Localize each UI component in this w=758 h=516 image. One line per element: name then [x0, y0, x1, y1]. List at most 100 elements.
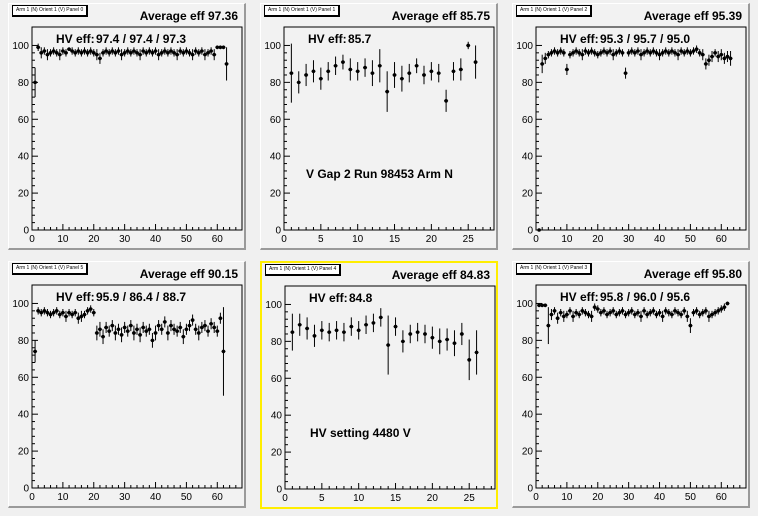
panel-5-pad[interactable]: Arm 1 (N) Orient 1 (V) Panel 5 Average e… — [8, 261, 246, 508]
panel-0-pad[interactable]: Arm 1 (N) Orient 1 (V) Panel 0 Average e… — [8, 3, 246, 250]
y-tick-label: 60 — [270, 115, 282, 126]
data-point — [70, 312, 74, 317]
data-point — [166, 331, 170, 335]
data-point — [129, 51, 133, 55]
data-point — [568, 309, 572, 313]
data-point — [33, 80, 37, 85]
data-point — [113, 51, 118, 55]
data-point — [45, 310, 50, 315]
data-point — [342, 330, 346, 334]
data-point — [546, 323, 551, 328]
data-point — [73, 51, 78, 55]
average-eff-label: Average eff 95.80 — [643, 267, 742, 281]
data-point — [341, 60, 345, 64]
data-point — [719, 307, 724, 311]
data-point — [200, 325, 204, 330]
data-point — [312, 334, 317, 338]
data-point — [196, 51, 201, 55]
data-point — [79, 51, 84, 55]
data-point — [580, 52, 585, 57]
data-point — [549, 51, 554, 55]
data-point — [623, 312, 628, 317]
y-tick-label: 0 — [23, 484, 29, 495]
plot-annotation: V Gap 2 Run 98453 Arm N — [306, 167, 453, 181]
data-point — [193, 49, 198, 53]
data-point — [162, 320, 167, 324]
x-tick-label: 40 — [150, 492, 162, 503]
data-point — [61, 310, 65, 315]
x-tick-label: 20 — [592, 492, 604, 503]
data-point — [147, 49, 152, 53]
data-point — [95, 52, 99, 57]
y-tick-label: 40 — [18, 410, 30, 421]
data-point — [221, 349, 226, 354]
data-point — [98, 327, 102, 332]
data-point — [722, 305, 727, 309]
panel-3-pad[interactable]: Arm 1 (N) Orient 1 (V) Panel 3 Average e… — [512, 261, 750, 508]
data-point — [602, 49, 606, 53]
data-point — [304, 73, 308, 77]
x-tick-label: 10 — [561, 234, 573, 245]
data-point — [611, 309, 616, 313]
data-point — [132, 49, 136, 53]
data-point — [592, 305, 597, 309]
data-point — [722, 56, 727, 61]
y-tick-label: 80 — [18, 336, 30, 347]
scatter-plot: 0 20 40 60 80 100 0 10 20 30 40 50 60 HV eff: 95.8 / 9… — [516, 284, 747, 503]
hv-eff-label: HV eff: — [560, 290, 599, 304]
data-point — [212, 52, 217, 57]
data-point — [116, 49, 121, 53]
data-point — [676, 310, 680, 315]
data-point — [663, 49, 668, 53]
data-point — [79, 314, 84, 319]
data-point — [104, 325, 108, 330]
data-point — [122, 51, 127, 55]
data-point — [580, 309, 585, 313]
data-point — [175, 52, 179, 57]
panel-4-pad[interactable]: Arm 1 (N) Orient 1 (V) Panel 4 Average e… — [260, 261, 498, 509]
data-point — [386, 343, 390, 347]
data-point — [190, 52, 195, 57]
data-point — [614, 312, 619, 317]
data-point — [651, 49, 656, 53]
data-point — [645, 49, 649, 53]
data-point — [558, 49, 563, 53]
data-point — [385, 89, 389, 94]
data-point — [682, 309, 687, 313]
y-tick-label: 40 — [271, 411, 283, 422]
data-point — [153, 331, 158, 335]
data-point — [657, 52, 662, 57]
data-point — [141, 49, 145, 53]
data-point — [608, 310, 612, 315]
y-tick-label: 20 — [18, 447, 30, 458]
panel-title: Arm 1 (N) Orient 1 (V) Panel 0 — [12, 5, 89, 17]
data-point — [70, 49, 74, 53]
hv-eff-values: 95.3 / 95.7 / 95.0 — [600, 32, 690, 46]
data-point — [633, 312, 637, 317]
data-point — [537, 303, 541, 308]
data-point — [91, 310, 96, 315]
x-tick-label: 5 — [319, 493, 325, 504]
data-point — [206, 329, 210, 333]
data-point — [555, 51, 560, 55]
x-tick-label: 30 — [623, 492, 635, 503]
data-point — [676, 52, 680, 57]
data-point — [110, 323, 115, 328]
data-point — [169, 323, 173, 328]
data-point — [203, 323, 207, 328]
data-point — [670, 49, 674, 53]
data-point — [36, 45, 40, 50]
data-point — [467, 358, 472, 362]
data-point — [728, 56, 733, 61]
data-point — [422, 73, 426, 77]
data-point — [169, 49, 173, 53]
panel-2-pad[interactable]: Arm 1 (N) Orient 1 (V) Panel 2 Average e… — [512, 3, 750, 250]
data-point — [654, 312, 659, 317]
data-point — [555, 316, 560, 321]
panel-1-pad[interactable]: Arm 1 (N) Orient 1 (V) Panel 1 Average e… — [260, 3, 498, 250]
x-tick-label: 50 — [181, 234, 193, 245]
hv-eff-label: HV eff: — [309, 291, 348, 305]
data-point — [663, 309, 668, 313]
data-point — [95, 331, 99, 335]
y-tick-label: 60 — [522, 115, 534, 126]
